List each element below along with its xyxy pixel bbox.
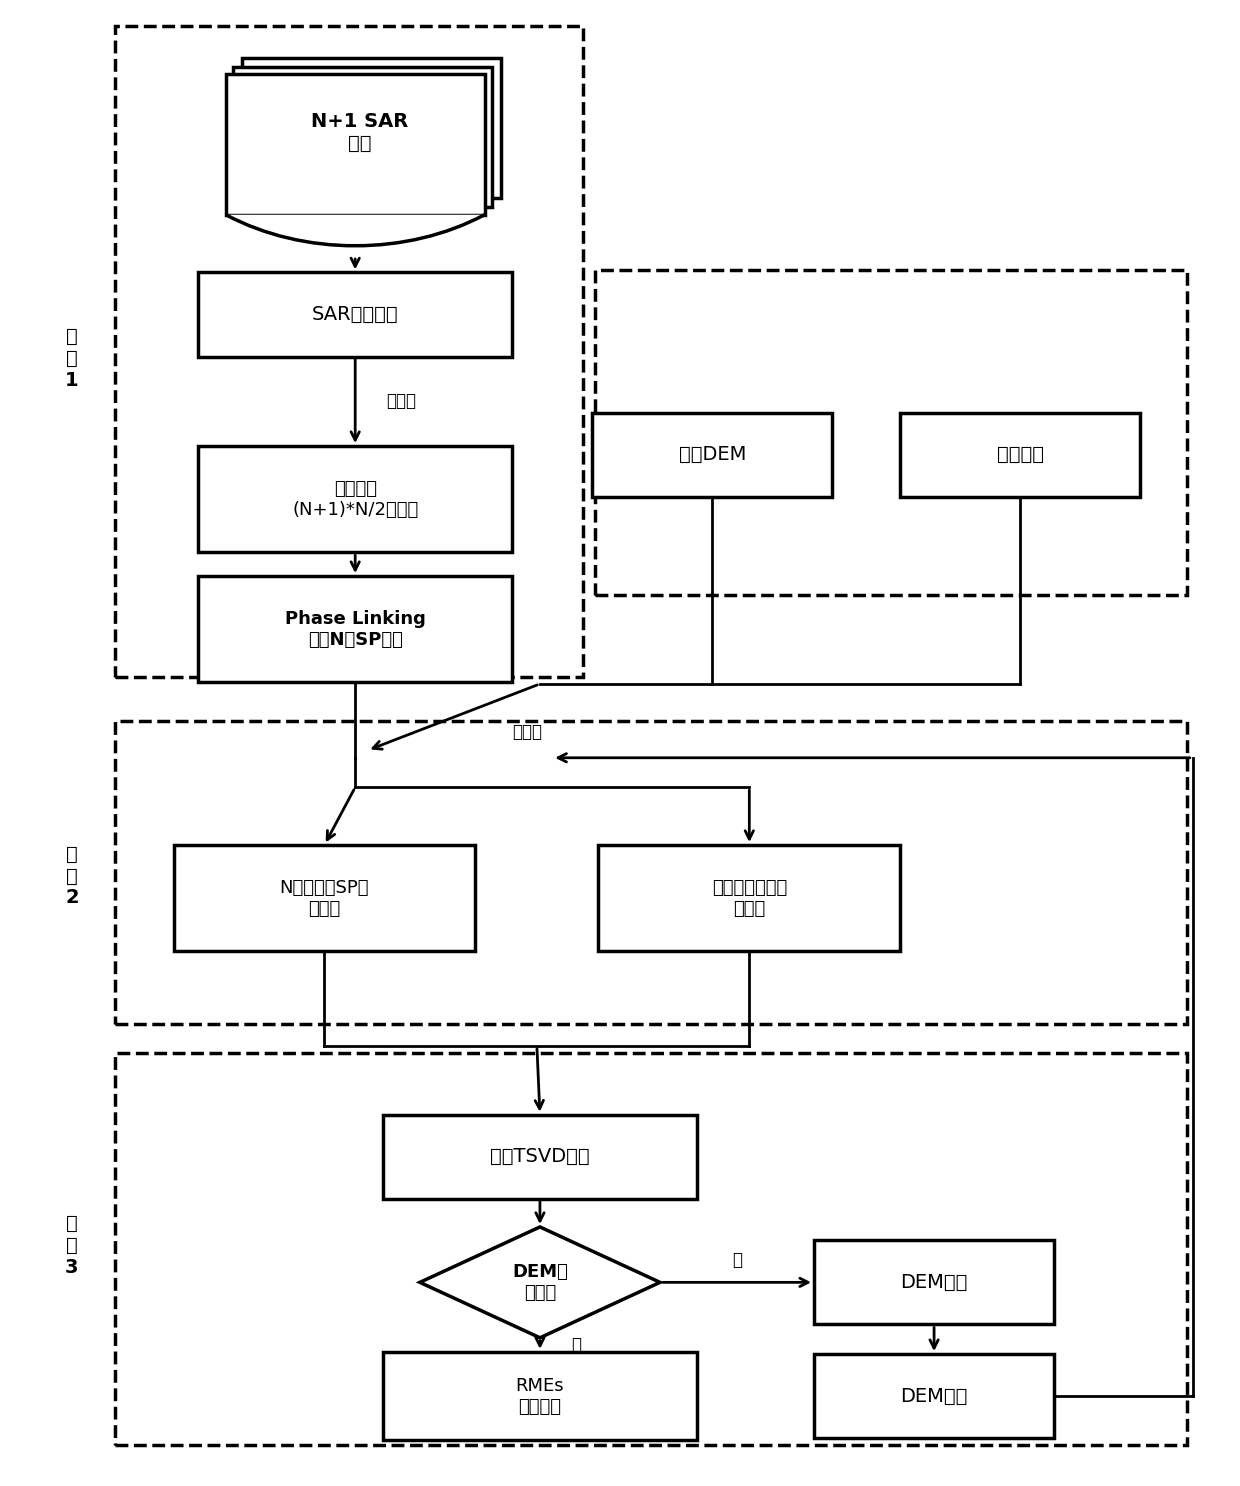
Bar bbox=[593, 413, 832, 496]
Text: 步
骤
2: 步 骤 2 bbox=[64, 844, 78, 908]
Bar bbox=[383, 1114, 697, 1199]
Bar bbox=[226, 74, 485, 215]
Bar bbox=[383, 1352, 697, 1440]
Text: N+1 SAR
影像: N+1 SAR 影像 bbox=[311, 113, 409, 153]
Bar bbox=[115, 27, 583, 676]
Bar bbox=[595, 270, 1187, 596]
Bar bbox=[599, 846, 900, 951]
Text: 构建多基线参数
化模型: 构建多基线参数 化模型 bbox=[712, 878, 787, 917]
Text: DEM重建: DEM重建 bbox=[900, 1386, 967, 1406]
Text: 加权TSVD算法: 加权TSVD算法 bbox=[490, 1147, 590, 1167]
Bar bbox=[115, 1054, 1187, 1444]
Bar bbox=[813, 1354, 1054, 1438]
Bar bbox=[198, 272, 512, 357]
Text: SAR影像配准: SAR影像配准 bbox=[312, 305, 398, 324]
Text: DEM误差: DEM误差 bbox=[900, 1274, 967, 1291]
Text: Phase Linking
估计N个SP相位: Phase Linking 估计N个SP相位 bbox=[285, 609, 425, 648]
Text: 干涉参数: 干涉参数 bbox=[997, 446, 1044, 464]
Bar bbox=[900, 413, 1141, 496]
Text: 否: 否 bbox=[732, 1251, 742, 1269]
Bar bbox=[813, 1241, 1054, 1324]
Bar bbox=[174, 846, 475, 951]
Bar bbox=[198, 446, 512, 553]
Polygon shape bbox=[420, 1227, 660, 1337]
Bar bbox=[242, 58, 501, 199]
PathPatch shape bbox=[226, 215, 485, 245]
Text: DEM是
否重建: DEM是 否重建 bbox=[512, 1263, 568, 1302]
Bar bbox=[115, 721, 1187, 1024]
Text: 外部DEM: 外部DEM bbox=[678, 446, 746, 464]
Text: N个解缠的SP差
分相位: N个解缠的SP差 分相位 bbox=[280, 878, 370, 917]
Text: 步
骤
3: 步 骤 3 bbox=[66, 1214, 78, 1276]
Text: 干涉生成
(N+1)*N/2干涉对: 干涉生成 (N+1)*N/2干涉对 bbox=[293, 480, 418, 519]
Text: 是: 是 bbox=[570, 1336, 580, 1354]
Text: 去地形: 去地形 bbox=[512, 722, 543, 742]
Text: RMEs
重新估计: RMEs 重新估计 bbox=[516, 1376, 564, 1416]
Bar bbox=[233, 67, 492, 208]
Text: 去平地: 去平地 bbox=[386, 392, 415, 410]
Bar bbox=[198, 577, 512, 682]
Text: 步
骤
1: 步 骤 1 bbox=[64, 327, 78, 391]
